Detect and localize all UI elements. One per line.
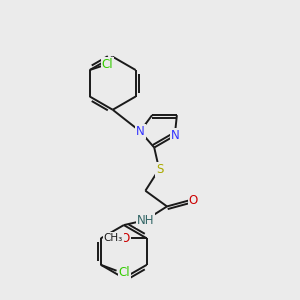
Text: NH: NH: [136, 214, 154, 227]
Text: S: S: [156, 163, 164, 176]
Text: Cl: Cl: [102, 58, 113, 70]
Text: O: O: [121, 232, 130, 245]
Text: O: O: [189, 194, 198, 207]
Text: N: N: [171, 129, 180, 142]
Text: CH₃: CH₃: [104, 233, 123, 243]
Text: Cl: Cl: [118, 266, 130, 279]
Text: N: N: [136, 125, 145, 138]
